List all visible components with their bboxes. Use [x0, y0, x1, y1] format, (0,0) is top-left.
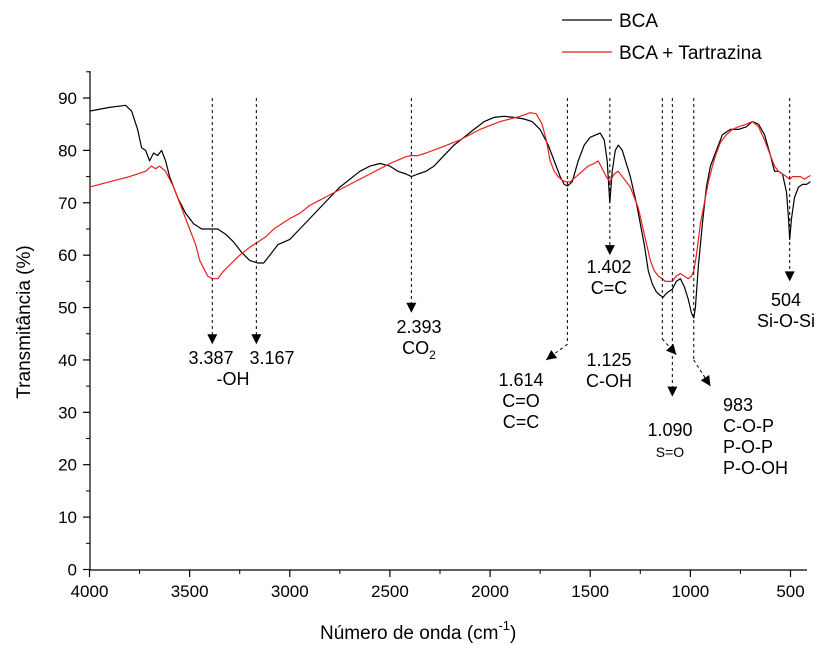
annotation-label: P-O-OH: [723, 458, 788, 478]
x-ticks: 4000 3500 3000 2500 2000 1500 1000 500: [71, 570, 805, 601]
x-tick-label: 500: [776, 582, 804, 601]
y-tick-label: 60: [58, 246, 77, 265]
annotation-label: 3.167: [249, 348, 294, 368]
legend-label-bca-tartrazina: BCA + Tartrazina: [619, 43, 762, 64]
y-tick-label: 10: [58, 508, 77, 527]
annotation-label: 504: [771, 290, 801, 310]
y-tick-label: 90: [58, 89, 77, 108]
annotation-layer: 3.387-OH3.1672.393CO21.614C=OC=C1.402C=C…: [188, 98, 815, 478]
annotation-label: 3.387: [188, 348, 233, 368]
x-tick-label: 2500: [371, 582, 409, 601]
annotation-label: 2.393: [396, 317, 441, 337]
annotation-arrowhead: [784, 271, 795, 282]
annotation-arrowhead: [546, 349, 558, 360]
x-tick-label: 1000: [671, 582, 709, 601]
y-tick-label: 50: [58, 299, 77, 318]
annotation-label: C-O-P: [723, 416, 774, 436]
y-tick-label: 30: [58, 403, 77, 422]
series-layer: [89, 104, 811, 319]
annotation-label: C=C: [503, 412, 540, 432]
legend-label-bca: BCA: [619, 11, 658, 32]
annotation-label: CO2: [402, 338, 436, 362]
annotation-arrowhead: [207, 334, 218, 345]
y-tick-label: 40: [58, 351, 77, 370]
annotation-subscript: 2: [429, 348, 436, 362]
legend: BCA BCA + Tartrazina: [562, 11, 762, 64]
annotation-label: S=O: [656, 444, 685, 460]
annotation-arrowhead: [667, 386, 678, 397]
x-axis-title-sup: -1: [498, 618, 510, 633]
annotation-arrowhead: [665, 343, 677, 355]
y-tick-label: 80: [58, 141, 77, 160]
annotation-label: 1.614: [498, 370, 543, 390]
x-axis-title-suffix: ): [510, 623, 516, 644]
annotation-label: C-OH: [586, 371, 632, 391]
annotation-arrowhead: [251, 334, 262, 345]
y-axis-title: Transmitância (%): [14, 245, 35, 398]
series-line-bca: [89, 104, 811, 319]
annotation-label: 983: [723, 395, 753, 415]
y-ticks: 0 10 20 30 40 50 60 70 80 90: [58, 71, 90, 580]
x-tick-label: 1500: [571, 582, 609, 601]
annotation-label: -OH: [217, 369, 250, 389]
annotation-label: 1.125: [586, 350, 631, 370]
annotation-label: Si-O-Si: [757, 311, 815, 331]
x-tick-label: 3000: [271, 582, 309, 601]
annotation-label: P-O-P: [723, 437, 773, 457]
x-tick-label: 2000: [471, 582, 509, 601]
y-tick-label: 20: [58, 456, 77, 475]
x-axis-title: Número de onda (cm-1): [320, 618, 516, 644]
x-tick-label: 3500: [171, 582, 209, 601]
x-tick-label: 4000: [71, 582, 109, 601]
annotation-arrowhead: [604, 245, 615, 256]
y-tick-label: 0: [68, 561, 77, 580]
y-tick-label: 70: [58, 194, 77, 213]
x-axis-title-main: Número de onda (cm: [320, 623, 498, 644]
annotation-label: C=O: [502, 391, 540, 411]
plot-frame: [89, 71, 807, 571]
annotation-arrowhead: [406, 302, 417, 313]
annotation-arrowhead: [700, 375, 711, 387]
series-line-bca-tartrazina: [89, 112, 811, 282]
annotation-guide-diagonal: [545, 343, 568, 361]
annotation-label: 1.402: [586, 257, 631, 277]
annotation-label: C=C: [591, 278, 628, 298]
annotation-label: 1.090: [647, 420, 692, 440]
